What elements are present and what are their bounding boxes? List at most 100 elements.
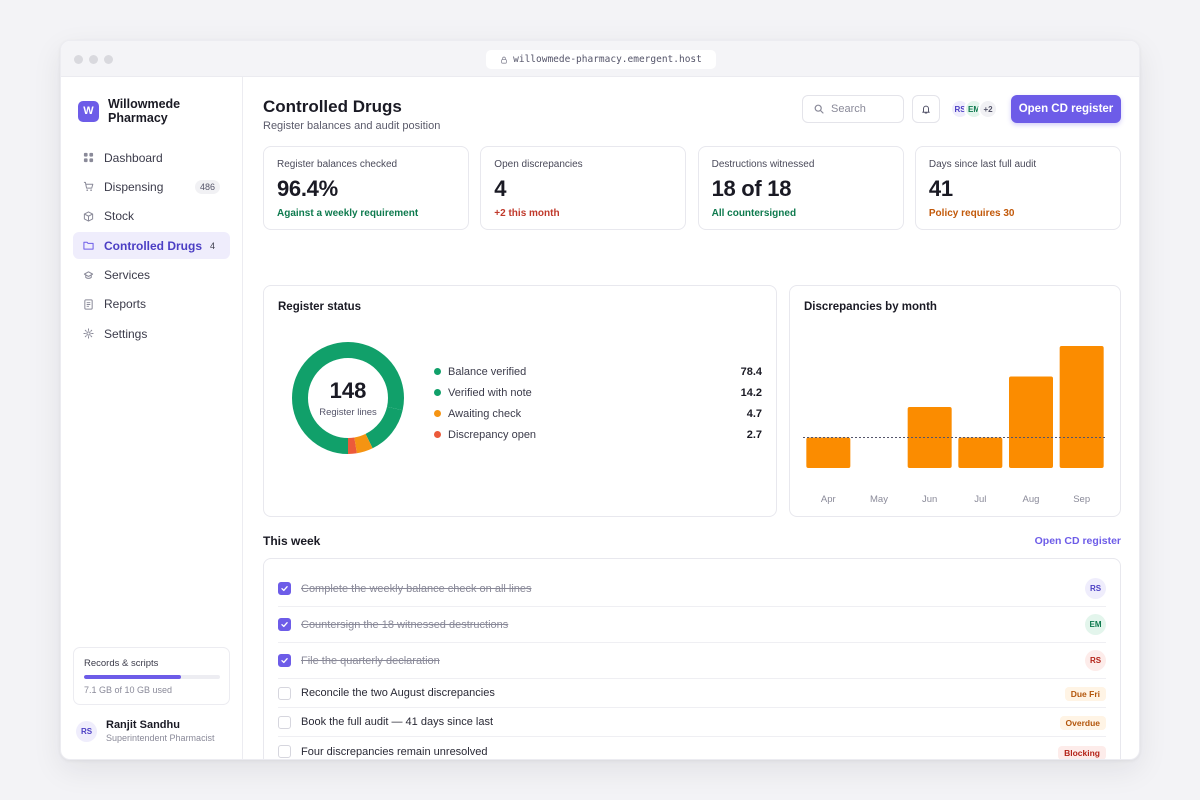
sidebar-item-reports[interactable]: Reports: [73, 291, 230, 318]
gear-icon: [83, 328, 94, 339]
task-text: File the quarterly declaration: [301, 654, 440, 667]
legend-dot: [434, 368, 441, 375]
donut-segment-discrepancy-open[interactable]: [292, 342, 404, 454]
search-input[interactable]: Search: [802, 95, 904, 123]
task-checkbox[interactable]: [278, 582, 291, 595]
legend-dot: [434, 389, 441, 396]
task-row: Book the full audit — 41 days since last…: [278, 708, 1106, 737]
url-text: willowmede-pharmacy.emergent.host: [513, 54, 702, 65]
team-avatars[interactable]: RS EM +2: [950, 99, 998, 119]
legend-label: Discrepancy open: [448, 428, 537, 441]
task-text: Book the full audit — 41 days since last: [301, 716, 493, 728]
bar-sep[interactable]: [1059, 346, 1104, 468]
user-role: Superintendent Pharmacist: [106, 733, 215, 743]
x-tick-label: Sep: [1073, 494, 1090, 505]
task-checkbox[interactable]: [278, 686, 291, 700]
x-tick-label: Jun: [922, 494, 937, 505]
legend-label: Balance verified: [448, 365, 527, 378]
folder-icon: [83, 240, 94, 251]
window-maximize-dot[interactable]: [104, 55, 113, 64]
storage-used-text: 7.1 GB of 10 GB used: [84, 685, 173, 695]
page-subtitle: Register balances and audit position: [263, 120, 441, 132]
x-tick-label: Aug: [1023, 494, 1040, 505]
bar-jul[interactable]: [958, 437, 1003, 469]
legend-value: 2.7: [746, 428, 762, 441]
status-badge: Overdue: [1059, 716, 1106, 730]
register-legend: Balance verified 78.4 Verified with note 14…: [434, 361, 762, 445]
task-row: Complete the weekly balance check on all…: [278, 571, 1106, 607]
search-icon: [814, 104, 824, 114]
browser-titlebar: willowmede-pharmacy.emergent.host: [61, 41, 1139, 77]
task-checkbox[interactable]: [278, 745, 291, 758]
task-text: Four discrepancies remain unresolved: [301, 745, 488, 758]
sidebar-nav: Dashboard Dispensing 486 Stock Controlled Dr…: [73, 144, 230, 350]
kpi-value: 41: [928, 176, 953, 201]
sidebar-item-label: Controlled Drugs: [104, 238, 202, 253]
kpi-card: Register balances checked 96.4% Against a …: [263, 146, 469, 230]
task-text: Countersign the 18 witnessed destruction…: [301, 618, 509, 631]
this-week-title: This week: [263, 534, 321, 548]
task-text: Complete the weekly balance check on all…: [301, 582, 532, 595]
donut-chart: [292, 342, 404, 454]
legend-item: Discrepancy open 2.7: [434, 424, 762, 445]
user-profile[interactable]: RS Ranjit Sandhu Superintendent Pharmaci…: [76, 719, 215, 743]
lock-icon: [500, 56, 508, 64]
task-checkbox[interactable]: [278, 618, 291, 631]
legend-value: 78.4: [740, 365, 762, 378]
sidebar-item-label: Stock: [104, 209, 135, 224]
brand[interactable]: W Willowmede Pharmacy: [78, 97, 188, 125]
sidebar-item-controlled-drugs[interactable]: Controlled Drugs 4: [73, 232, 230, 260]
task-row: Countersign the 18 witnessed destruction…: [278, 607, 1106, 643]
bar-apr[interactable]: [806, 437, 851, 469]
browser-window: willowmede-pharmacy.emergent.host W Will…: [60, 40, 1140, 760]
sidebar-item-dispensing[interactable]: Dispensing 486: [73, 173, 230, 200]
open-cd-register-link[interactable]: Open CD register: [1034, 535, 1121, 547]
assignee-avatar: EM: [1085, 614, 1106, 635]
kpi-note: All countersigned: [711, 208, 797, 219]
x-tick-label: Jul: [974, 494, 986, 505]
task-checkbox[interactable]: [278, 715, 291, 729]
window-minimize-dot[interactable]: [89, 55, 98, 64]
sidebar-item-label: Reports: [104, 297, 147, 312]
sidebar-item-dashboard[interactable]: Dashboard: [73, 144, 230, 171]
main-content: Controlled Drugs Register balances and a…: [243, 77, 1139, 759]
kpi-note: Against a weekly requirement: [277, 208, 419, 219]
storage-bar-fill: [84, 675, 181, 679]
count-badge: 486: [194, 179, 220, 194]
legend-value: 14.2: [740, 386, 762, 399]
sidebar-item-settings[interactable]: Settings: [73, 320, 230, 347]
more-members-badge: +2: [978, 99, 998, 119]
task-checkbox[interactable]: [278, 654, 291, 667]
discrepancies-bar-chart: Apr May Jun Jul Aug Sep: [803, 346, 1107, 505]
kpi-card: Days since last full audit 41 Policy requi…: [914, 146, 1121, 230]
kpi-label: Register balances checked: [277, 159, 398, 170]
open-cd-register-button[interactable]: Open CD register: [1011, 95, 1121, 123]
kpi-card: Destructions witnessed 18 of 18 All counte…: [697, 146, 904, 230]
search-placeholder: Search: [831, 103, 866, 115]
user-name: Ranjit Sandhu: [106, 719, 180, 731]
address-bar[interactable]: willowmede-pharmacy.emergent.host: [486, 50, 716, 69]
window-close-dot[interactable]: [74, 55, 83, 64]
legend-label: Verified with note: [448, 386, 532, 399]
task-row: Four discrepancies remain unresolved Bloc…: [278, 737, 1106, 759]
brand-name: Willowmede Pharmacy: [108, 97, 181, 125]
services-icon: [83, 270, 94, 281]
brand-logo: W: [78, 100, 99, 122]
storage-widget: Records & scripts 7.1 GB of 10 GB used: [73, 647, 230, 705]
task-row: File the quarterly declaration RS: [278, 643, 1106, 679]
sidebar: W Willowmede Pharmacy Dashboard Dispensin…: [61, 77, 243, 759]
bar-aug[interactable]: [1009, 376, 1053, 469]
chart-title: Discrepancies by month: [804, 301, 937, 313]
sidebar-item-services[interactable]: Services: [73, 262, 230, 289]
register-status-title: Register status: [278, 301, 362, 313]
sidebar-item-stock[interactable]: Stock: [73, 203, 230, 230]
donut-total: 148: [329, 378, 367, 403]
kpi-label: Open discrepancies: [494, 159, 583, 170]
legend-value: 4.7: [746, 407, 762, 420]
kpi-note: +2 this month: [494, 208, 560, 219]
legend-item: Balance verified 78.4: [434, 361, 762, 382]
task-text: Reconcile the two August discrepancies: [301, 687, 495, 699]
bar-jun[interactable]: [907, 407, 952, 468]
assignee-avatar: RS: [1085, 578, 1106, 599]
notifications-button[interactable]: [912, 95, 940, 123]
